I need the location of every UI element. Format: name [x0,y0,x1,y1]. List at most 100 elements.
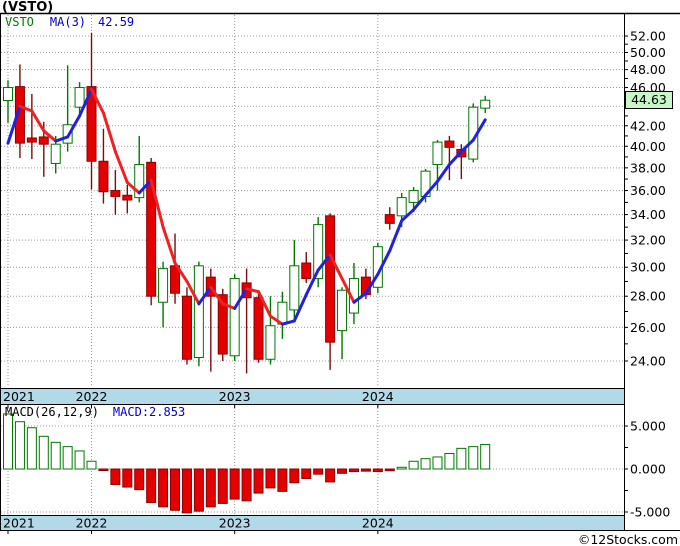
ma-value: 42.59 [98,15,135,29]
ma-line-segment [233,287,249,310]
ma-label: MA(3) [49,15,87,29]
macd-bar [134,468,145,491]
price-axis-label: 30.00 [630,260,666,275]
ma-line-segment [376,249,392,276]
candle-body [337,289,348,332]
candle-body [325,215,336,343]
candle-body [265,325,276,360]
macd-bar [384,468,395,472]
ma-line-segment [257,290,272,318]
macd-bar [325,468,336,483]
ma-line-segment [435,163,451,183]
year-label: 2021 [3,516,35,531]
macd-bar [408,460,419,470]
macd-bar [122,468,133,488]
candle-body [14,86,25,144]
ma-line-segment [400,208,416,223]
price-axis-label: 28.00 [630,289,666,304]
ma-line-segment [90,87,105,115]
ma-line-segment [447,150,463,167]
macd-bar [289,468,300,484]
price-axis-label: 26.00 [630,320,666,335]
macd-bar [241,468,252,502]
ma-line-segment [149,178,165,229]
macd-bar [396,466,407,470]
macd-bar [468,446,479,470]
macd-bar [62,446,73,470]
ma-line-segment [245,287,261,294]
macd-axis-label: 0.000 [630,462,666,477]
ma-line-segment [268,314,284,326]
candle-body [50,143,61,164]
ma-line-segment [221,302,237,310]
ma-line-segment [101,111,117,154]
candle-body [110,190,121,197]
macd-bar [337,468,348,474]
ma-line-segment [280,319,296,326]
macd-axis-label: -5.000 [630,505,670,520]
macd-bar [265,468,276,489]
candle-body [170,265,181,294]
macd-bar [158,468,169,508]
macd-bar [3,413,13,470]
candle-body [74,87,85,108]
candle-body [289,265,300,311]
macd-bar [74,450,85,470]
candle-body [122,194,133,201]
macd-bar [229,468,240,500]
candle-body [181,295,192,360]
macd-bar [50,441,61,470]
year-label: 2022 [76,389,108,404]
macd-bar [205,468,216,508]
macd-axis-label: 5.000 [630,419,666,434]
watermark: ©12Stocks.com [577,532,678,546]
ma-line-segment [197,285,213,306]
ma-line-segment [328,253,344,281]
macd-bar [86,460,97,470]
price-pane-legend: VSTO MA(3) 42.59 [5,15,134,29]
macd-bar [98,468,109,471]
candle-body [158,268,169,303]
macd-current-value: MACD:2.853 [112,405,186,419]
candle-body [3,87,13,102]
price-axis-label: 50.00 [630,45,666,60]
macd-bar [480,443,491,470]
candle-body [313,224,324,280]
macd-bar [456,447,467,470]
candle-body [146,161,157,297]
year-label: 2022 [76,516,108,531]
ma-line-segment [78,87,94,118]
chart-title: (VSTO) [2,0,54,15]
candle-body [396,197,407,217]
macd-bar [277,468,288,492]
macd-bar [360,468,371,472]
ma-line-segment [459,138,475,154]
price-axis-label: 40.00 [630,139,666,154]
candle-body [86,86,97,162]
macd-pane-legend: MACD(26,12,9) MACD:2.853 [5,405,185,419]
macd-bar [217,468,228,504]
ma-line-segment [185,279,201,306]
macd-bar [146,468,157,504]
ma-line-segment [316,253,332,272]
ma-line-segment [6,104,22,145]
price-axis-label: 24.00 [630,354,666,369]
year-label: 2024 [362,389,394,404]
macd-bar [26,427,37,470]
ma-line-segment [30,109,46,133]
year-band [0,389,624,404]
ma-line-segment [173,261,189,283]
macd-bar [313,468,324,475]
macd-bar [432,456,443,470]
price-axis-label: 34.00 [630,207,666,222]
candle-body [444,140,455,148]
candle-body [26,137,37,143]
ma-line-segment [54,135,70,143]
last-price-badge: 44.63 [625,91,673,109]
macd-bar [348,468,359,473]
ma-line-segment [113,150,129,184]
ma-line-segment [304,268,320,297]
price-axis-label: 52.00 [630,29,666,44]
